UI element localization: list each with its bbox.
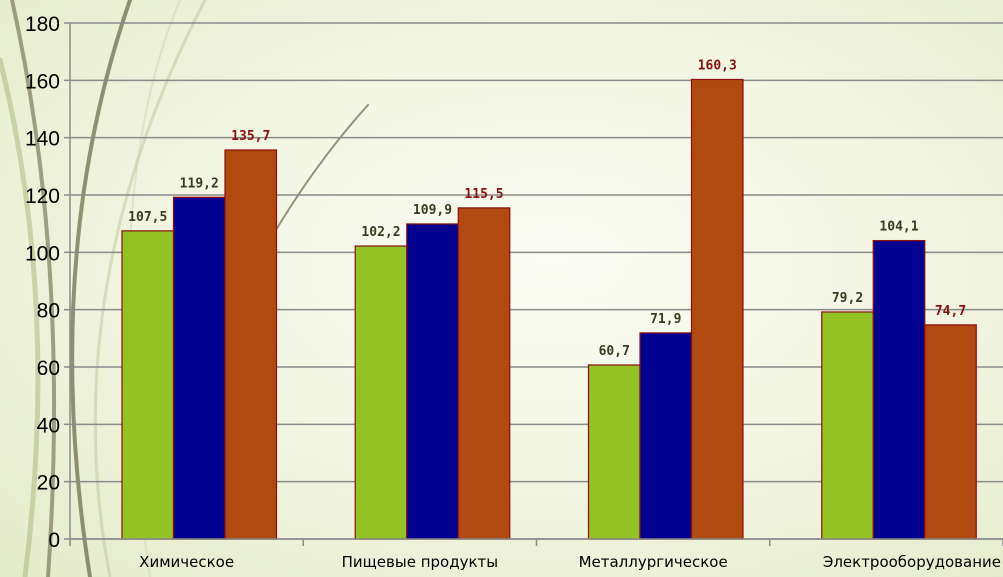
bar — [639, 332, 693, 540]
y-tick-label: 80 — [37, 300, 60, 323]
x-tick-label: Пищевые продукты — [342, 553, 498, 571]
bar — [690, 78, 744, 540]
data-label: 60,7 — [599, 344, 630, 359]
data-label: 109,9 — [413, 203, 452, 218]
x-axis: Химическое Пищевые продукты Металлургическ… — [69, 538, 1003, 571]
x-tick-label: Химическое — [139, 553, 234, 571]
data-label: 102,2 — [361, 225, 400, 240]
bar — [587, 364, 641, 540]
data-label: 71,9 — [650, 312, 681, 327]
data-label: 119,2 — [180, 176, 219, 191]
bar — [406, 223, 459, 540]
bar — [354, 245, 408, 540]
bar — [172, 196, 226, 540]
data-label: 104,1 — [879, 220, 918, 235]
data-label: 79,2 — [832, 291, 863, 306]
y-tick-label: 0 — [48, 529, 60, 552]
data-label: 160,3 — [698, 58, 737, 73]
data-label: 115,5 — [464, 187, 503, 202]
bar — [224, 149, 278, 540]
y-axis: 0 20 40 60 80 100 120 140 160 180 — [25, 13, 71, 552]
data-labels: 107,5 119,2 135,7 102,2 109,9 115,5 60,7 71,9 16… — [128, 58, 966, 359]
bar — [924, 324, 977, 540]
y-tick-label: 160 — [25, 70, 60, 93]
data-label: 135,7 — [231, 129, 270, 144]
data-label: 74,7 — [935, 304, 966, 319]
bar — [821, 311, 874, 540]
y-tick-label: 20 — [37, 472, 60, 495]
bar — [872, 239, 926, 540]
y-tick-label: 60 — [37, 357, 60, 380]
y-tick-label: 180 — [25, 13, 60, 36]
bars — [121, 78, 977, 540]
y-tick-label: 40 — [37, 414, 60, 437]
bar — [457, 207, 511, 540]
bar — [121, 230, 175, 540]
x-tick-label: Электрооборудование — [823, 553, 1001, 571]
y-tick-label: 120 — [25, 185, 60, 208]
y-tick-label: 140 — [25, 128, 60, 151]
x-tick-label: Металлургическое — [579, 553, 728, 571]
data-label: 107,5 — [128, 210, 167, 225]
y-tick-label: 100 — [25, 242, 60, 265]
